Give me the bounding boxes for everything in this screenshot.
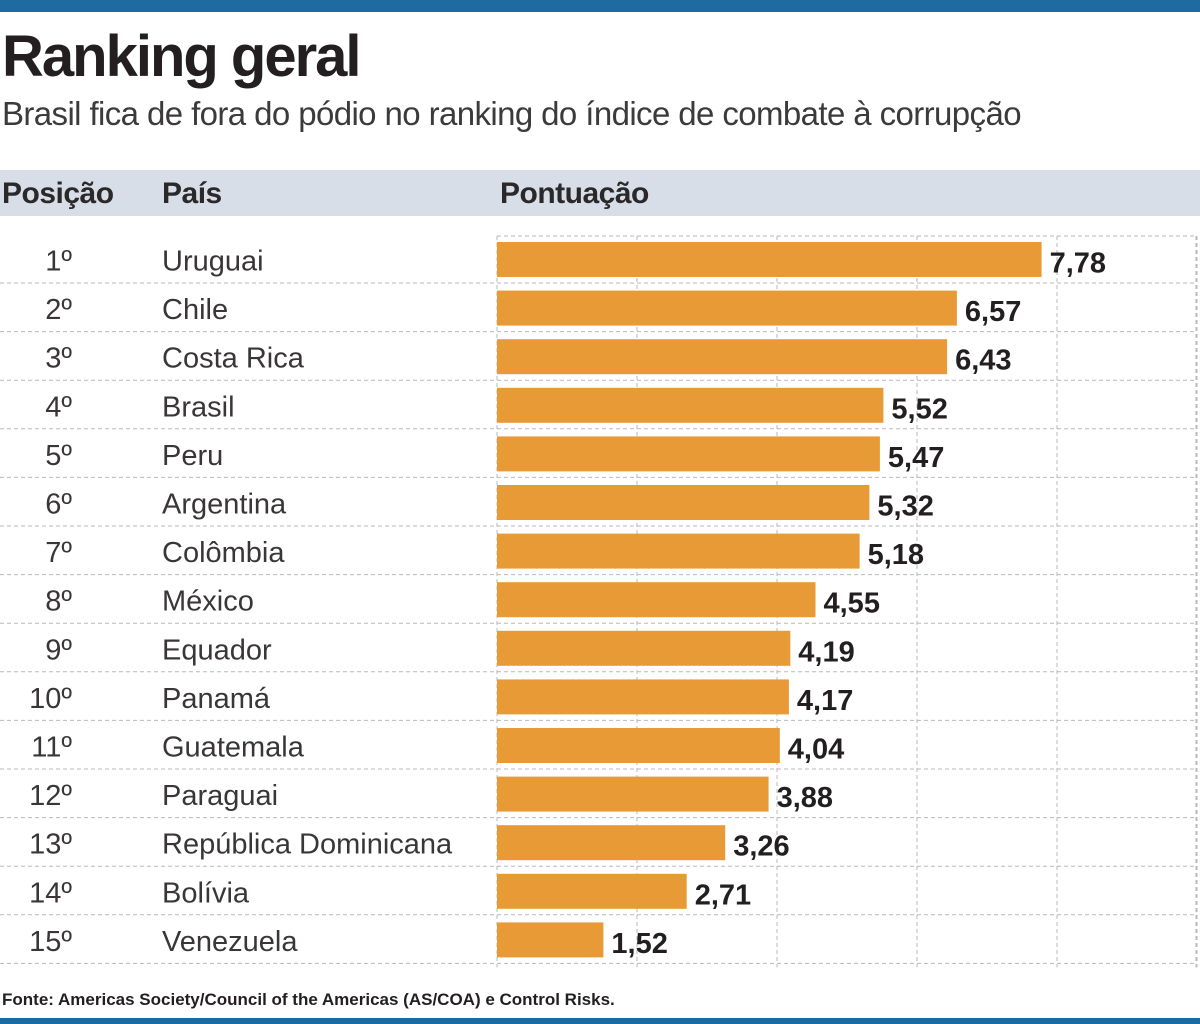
bar — [497, 436, 880, 472]
position-label: 14º — [29, 877, 72, 909]
country-label: Costa Rica — [162, 343, 305, 375]
header-position: Posição — [2, 177, 114, 210]
table-header-band — [0, 170, 1200, 216]
position-label: 15º — [29, 926, 72, 958]
bar — [497, 290, 957, 326]
country-label: Paraguai — [162, 780, 278, 812]
bar — [497, 825, 726, 861]
position-label: 13º — [29, 829, 72, 861]
bar — [497, 387, 884, 423]
country-label: Uruguai — [162, 246, 264, 278]
ranking-bar-chart: 1º Uruguai 7,78 2º Chile 6,57 3º Costa Rica 6,43… — [0, 235, 1198, 968]
bar — [497, 630, 791, 666]
value-label: 7,78 — [1050, 248, 1106, 280]
country-label: Equador — [162, 634, 272, 666]
country-label: Panamá — [162, 683, 271, 715]
value-label: 5,52 — [891, 393, 947, 425]
country-label: México — [162, 586, 254, 618]
chart-subtitle: Brasil fica de fora do pódio no ranking … — [2, 95, 1022, 132]
country-label: Venezuela — [162, 926, 298, 958]
value-label: 4,17 — [797, 685, 853, 717]
country-label: Peru — [162, 440, 223, 472]
bottom-accent-bar — [0, 1018, 1200, 1024]
value-label: 5,32 — [877, 491, 933, 523]
top-accent-bar — [0, 0, 1200, 12]
bar — [497, 533, 860, 569]
header-country: País — [162, 177, 222, 210]
value-label: 6,57 — [965, 296, 1021, 328]
bar — [497, 776, 769, 812]
value-label: 4,04 — [788, 734, 844, 766]
value-label: 4,55 — [824, 588, 880, 620]
value-label: 5,47 — [888, 442, 944, 474]
position-label: 8º — [45, 586, 72, 618]
position-label: 2º — [45, 294, 72, 326]
position-label: 4º — [45, 391, 72, 423]
country-label: Chile — [162, 294, 228, 326]
source-note: Fonte: Americas Society/Council of the A… — [2, 990, 615, 1009]
value-label: 1,52 — [611, 928, 667, 960]
bar — [497, 679, 789, 715]
value-label: 3,26 — [733, 831, 789, 863]
position-label: 6º — [45, 489, 72, 521]
position-label: 9º — [45, 634, 72, 666]
position-label: 11º — [31, 732, 72, 764]
country-label: República Dominicana — [162, 829, 453, 861]
position-label: 12º — [29, 780, 72, 812]
country-label: Colômbia — [162, 537, 285, 569]
position-label: 10º — [29, 683, 72, 715]
bar — [497, 485, 870, 520]
country-label: Brasil — [162, 391, 235, 423]
country-label: Argentina — [162, 489, 287, 521]
bar — [497, 242, 1042, 277]
header-score: Pontuação — [500, 177, 649, 210]
bar — [497, 922, 604, 958]
position-label: 1º — [45, 246, 72, 278]
bar — [497, 728, 780, 763]
value-label: 4,19 — [798, 636, 854, 668]
value-label: 5,18 — [868, 539, 924, 571]
value-label: 3,88 — [777, 782, 833, 814]
bar — [497, 873, 687, 909]
value-label: 2,71 — [695, 879, 751, 911]
chart-title: Ranking geral — [2, 24, 362, 89]
value-label: 6,43 — [955, 345, 1011, 377]
position-label: 7º — [45, 537, 72, 569]
bar — [497, 582, 816, 618]
position-label: 5º — [45, 440, 72, 472]
country-label: Guatemala — [162, 732, 305, 764]
bar — [497, 339, 948, 375]
position-label: 3º — [45, 343, 72, 375]
country-label: Bolívia — [162, 877, 250, 909]
